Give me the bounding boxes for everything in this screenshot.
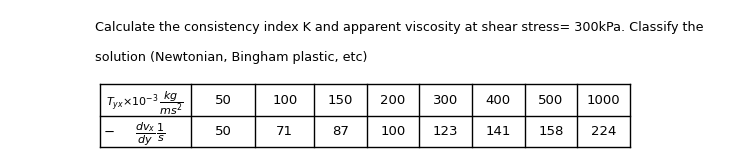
Text: 300: 300 (433, 94, 458, 107)
Text: 158: 158 (538, 125, 564, 138)
Text: $T_{yx}{\times}10^{-3}\,\dfrac{kg}{ms^2}$: $T_{yx}{\times}10^{-3}\,\dfrac{kg}{ms^2}… (106, 90, 184, 117)
Text: 87: 87 (332, 125, 349, 138)
Text: 1000: 1000 (587, 94, 621, 107)
Text: 100: 100 (381, 125, 406, 138)
Text: 400: 400 (486, 94, 511, 107)
Text: Calculate the consistency index K and apparent viscosity at shear stress= 300kPa: Calculate the consistency index K and ap… (95, 21, 703, 34)
Text: 500: 500 (538, 94, 564, 107)
Text: $-$: $-$ (103, 125, 114, 138)
Text: $\dfrac{dv_x}{dy}\,\dfrac{1}{s}$: $\dfrac{dv_x}{dy}\,\dfrac{1}{s}$ (136, 120, 166, 148)
Text: 224: 224 (591, 125, 616, 138)
Text: 123: 123 (433, 125, 458, 138)
Text: 71: 71 (276, 125, 293, 138)
Text: 200: 200 (381, 94, 406, 107)
Text: 141: 141 (486, 125, 511, 138)
Text: 150: 150 (328, 94, 354, 107)
Text: 50: 50 (215, 125, 232, 138)
Text: 100: 100 (272, 94, 297, 107)
Text: solution (Newtonian, Bingham plastic, etc): solution (Newtonian, Bingham plastic, et… (95, 51, 368, 64)
Text: 50: 50 (215, 94, 232, 107)
